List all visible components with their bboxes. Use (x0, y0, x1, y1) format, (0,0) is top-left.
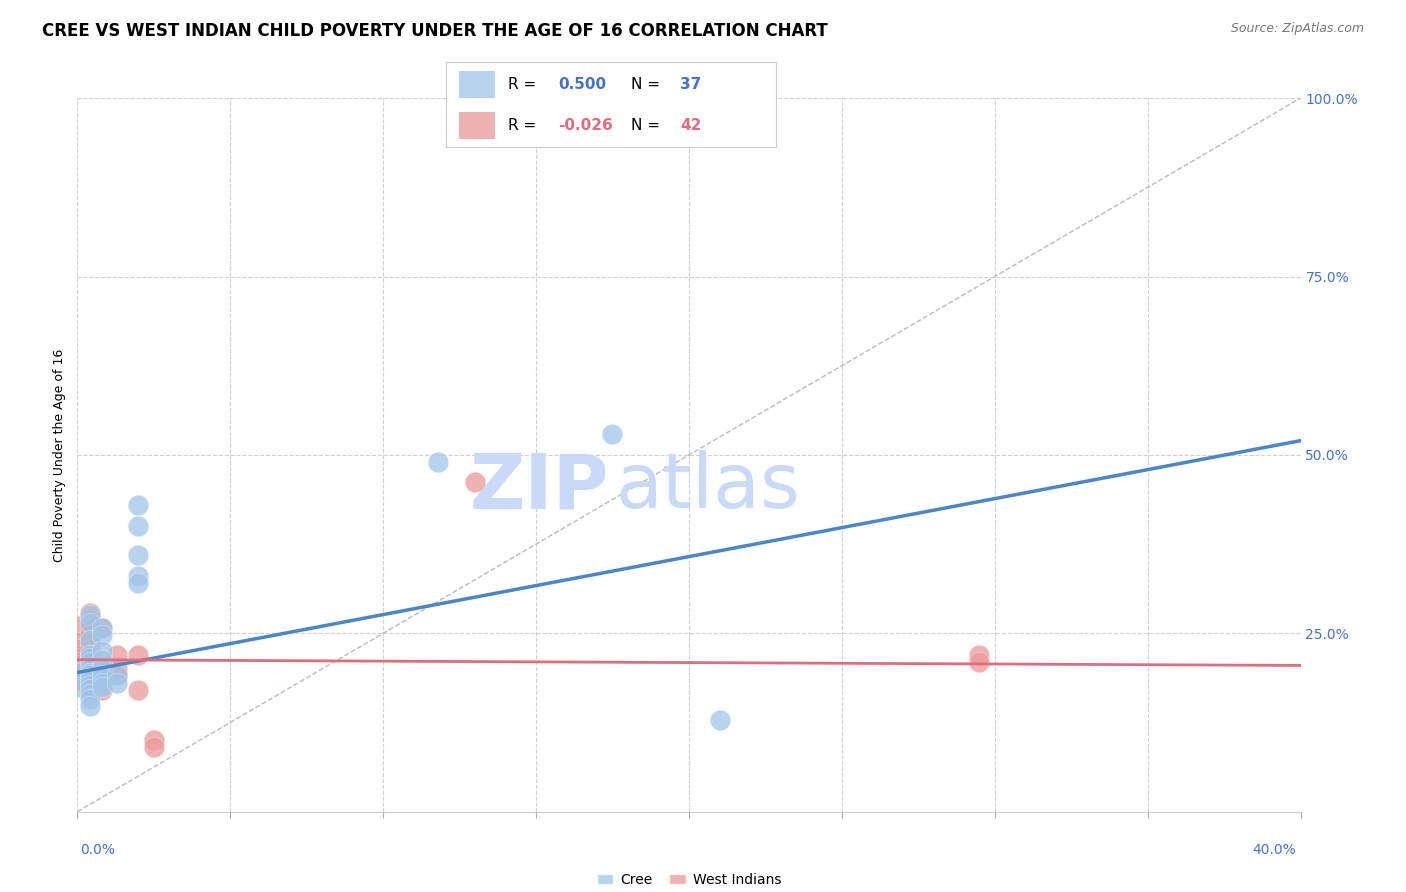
Y-axis label: Child Poverty Under the Age of 16: Child Poverty Under the Age of 16 (53, 348, 66, 562)
Point (128, 548, 150, 562)
Point (105, 648, 128, 662)
Point (464, 475, 486, 489)
Point (142, 733, 165, 747)
Point (142, 740, 165, 755)
Point (90, 676, 112, 690)
Point (79, 671, 101, 685)
Point (90, 671, 112, 685)
Point (128, 648, 150, 662)
Text: 37: 37 (681, 77, 702, 92)
Point (69, 665, 91, 679)
Point (79, 664, 101, 678)
Point (79, 662, 101, 676)
Point (90, 621, 112, 635)
Point (69, 667, 91, 681)
Text: R =: R = (509, 77, 541, 92)
Point (79, 648, 101, 662)
Text: N =: N = (631, 77, 665, 92)
Point (105, 676, 128, 690)
Point (90, 676, 112, 690)
Point (79, 671, 101, 685)
Text: N =: N = (631, 118, 665, 133)
Point (79, 665, 101, 680)
Point (90, 667, 112, 681)
Point (69, 651, 91, 665)
Point (69, 665, 91, 680)
Point (79, 655, 101, 669)
Point (427, 455, 450, 469)
Point (69, 673, 91, 687)
Point (969, 648, 991, 662)
Point (90, 680, 112, 694)
Point (79, 692, 101, 706)
Point (79, 607, 101, 621)
Point (128, 576, 150, 591)
Point (79, 678, 101, 692)
Point (79, 667, 101, 681)
Point (79, 674, 101, 689)
Point (90, 671, 112, 685)
Point (79, 699, 101, 714)
Point (79, 653, 101, 667)
Text: 0.0%: 0.0% (80, 843, 115, 857)
Point (90, 662, 112, 676)
Point (79, 614, 101, 628)
Point (90, 621, 112, 635)
Text: Source: ZipAtlas.com: Source: ZipAtlas.com (1230, 22, 1364, 36)
Text: 0.500: 0.500 (558, 77, 606, 92)
Point (128, 683, 150, 698)
Point (128, 519, 150, 533)
Point (709, 714, 731, 728)
Point (79, 687, 101, 701)
Point (969, 655, 991, 669)
Point (69, 658, 91, 673)
Point (128, 498, 150, 512)
Point (79, 633, 101, 648)
Bar (458, 71, 495, 98)
Point (69, 671, 91, 685)
Text: 40.0%: 40.0% (1253, 843, 1296, 857)
Point (602, 426, 624, 441)
Point (79, 642, 101, 657)
Point (79, 659, 101, 673)
Text: R =: R = (509, 118, 541, 133)
Point (79, 651, 101, 665)
Point (69, 635, 91, 649)
Point (79, 608, 101, 623)
Point (90, 653, 112, 667)
Text: -0.026: -0.026 (558, 118, 613, 133)
Point (69, 655, 91, 669)
Point (79, 681, 101, 696)
Text: ZIP: ZIP (470, 450, 609, 524)
Point (69, 662, 91, 676)
Point (79, 635, 101, 649)
Legend: Cree, West Indians: Cree, West Indians (596, 873, 782, 887)
Point (90, 628, 112, 642)
Point (79, 676, 101, 690)
Point (79, 628, 101, 642)
Point (79, 621, 101, 635)
Bar (458, 112, 495, 139)
Point (69, 619, 91, 633)
Point (69, 642, 91, 657)
Point (128, 569, 150, 583)
Point (79, 681, 101, 696)
Point (79, 615, 101, 630)
Text: 42: 42 (681, 118, 702, 133)
Point (90, 662, 112, 676)
Point (69, 648, 91, 662)
Point (105, 667, 128, 681)
Point (105, 662, 128, 676)
Text: atlas: atlas (616, 450, 800, 524)
Point (90, 644, 112, 658)
Point (105, 667, 128, 681)
Point (69, 680, 91, 694)
Point (90, 667, 112, 681)
Point (79, 648, 101, 662)
Text: CREE VS WEST INDIAN CHILD POVERTY UNDER THE AGE OF 16 CORRELATION CHART: CREE VS WEST INDIAN CHILD POVERTY UNDER … (42, 22, 828, 40)
Point (90, 683, 112, 698)
Point (79, 667, 101, 681)
